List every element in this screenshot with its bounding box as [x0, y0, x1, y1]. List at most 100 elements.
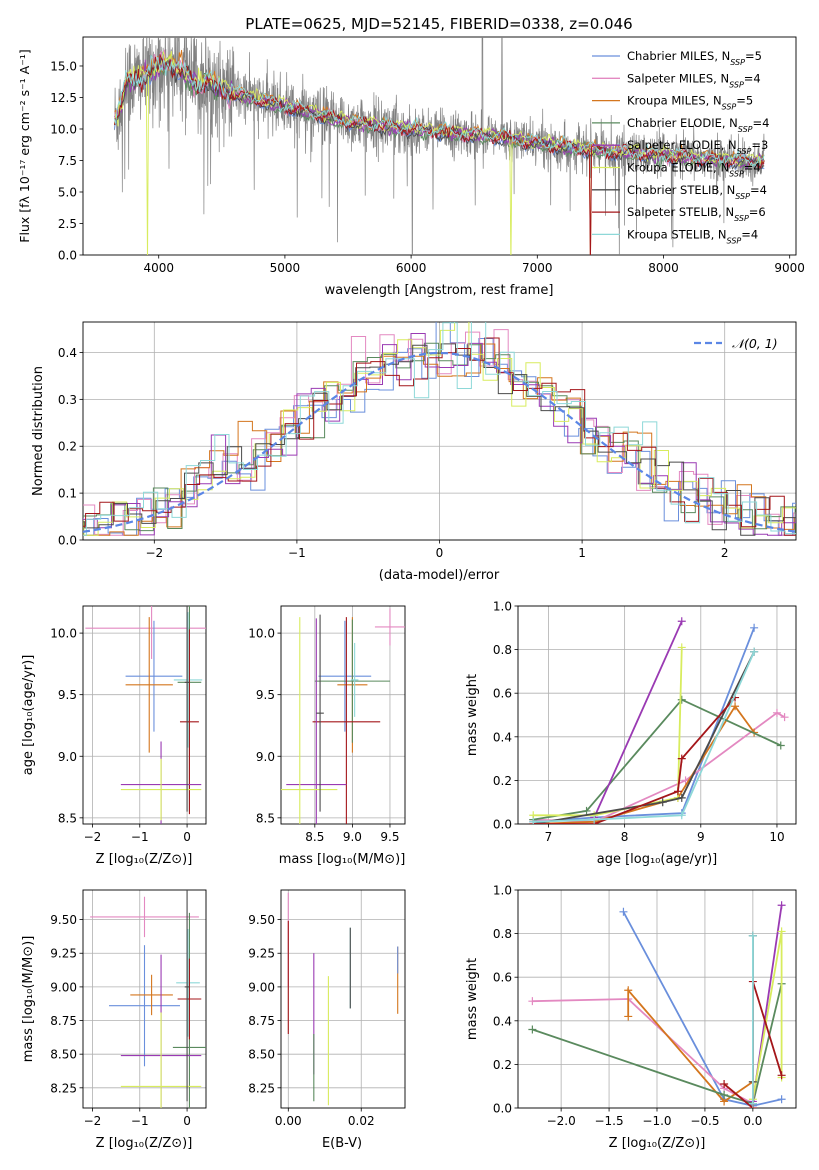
- y-tick-label: 8.50: [248, 1048, 275, 1062]
- data-point-marker: [624, 1012, 633, 1021]
- panel-clip: [287, 892, 399, 1106]
- hist-clip: [83, 322, 796, 536]
- x-tick-label: −1: [131, 1114, 149, 1128]
- data-point-marker: [748, 931, 757, 940]
- x-tick-label: 9: [697, 830, 705, 844]
- y-tick-label: 9.5: [58, 688, 77, 702]
- x-tick-label: 7000: [522, 261, 553, 275]
- y-tick-label: 8.50: [50, 1048, 77, 1062]
- data-point-marker: [528, 997, 537, 1006]
- legend-label: 𝒩(0, 1): [732, 336, 778, 351]
- spectrum-legend: Chabrier MILES, NSSP=5 Salpeter MILES, NS…: [592, 49, 769, 245]
- x-tick-label: 2: [721, 546, 729, 560]
- x-tick-label: 5000: [270, 261, 301, 275]
- axes-frame: [82, 321, 797, 541]
- y-tick-label: 12.5: [50, 91, 77, 105]
- age-mass-xlabel: mass [log₁₀(M/M⊙)]: [279, 852, 406, 867]
- mw-age-panel: 7 8 9 10 0.0 0.2 0.4 0.6 0.8 1.0: [493, 600, 797, 844]
- axes-frame: [82, 36, 797, 256]
- y-tick-label: 0.8: [493, 643, 512, 657]
- legend-label: Salpeter MILES, NSSP=4: [627, 71, 761, 89]
- x-tick-label: 0: [183, 830, 191, 844]
- legend-label: Kroupa ELODIE, NSSP=4: [627, 161, 761, 179]
- y-tick-label: 0.2: [493, 774, 512, 788]
- residual-plot: −2 −1 0 1 2 0.0 0.1 0.2 0.3 0.4 𝒩(0, 1): [58, 321, 797, 560]
- gaussian-curve: [83, 351, 796, 533]
- data-point-marker: [777, 1071, 786, 1080]
- data-point-marker: [772, 708, 781, 717]
- x-tick-label: 0.00: [275, 1114, 302, 1128]
- data-point-marker: [673, 787, 682, 796]
- axes-frame: [82, 605, 207, 825]
- x-tick-label: −1: [131, 830, 149, 844]
- data-point-marker: [677, 695, 686, 704]
- mw-z-ylabel: mass weight: [465, 958, 480, 1040]
- y-tick-label: 0.0: [58, 534, 77, 548]
- series-line: [533, 651, 755, 823]
- data-point-marker: [677, 793, 686, 802]
- data-point-marker: [677, 643, 686, 652]
- data-point-marker: [720, 1080, 729, 1089]
- x-tick-label: 9000: [774, 261, 805, 275]
- y-tick-label: 9.25: [248, 947, 275, 961]
- mw-z-panel: −2.0 −1.5 −1.0 −0.5 0.0 0.0 0.2 0.4 0.6 0.8 1.0: [493, 884, 797, 1128]
- y-tick-label: 9.50: [248, 913, 275, 927]
- histogram-step: [83, 329, 796, 536]
- x-tick-label: 7: [545, 830, 553, 844]
- data-point-marker: [590, 815, 599, 824]
- data-point-marker: [624, 986, 633, 995]
- spectrum-clip: [114, 37, 765, 255]
- series-line: [533, 651, 755, 824]
- y-tick-label: 0.8: [493, 927, 512, 941]
- model-series-line: [114, 54, 765, 168]
- data-point-marker: [748, 1099, 757, 1108]
- age-mass-panel: 8.5 9.0 9.5 8.5 9.0 9.5 10.0: [248, 605, 406, 844]
- mass-z-ylabel: mass [log₁₀(M/M⊙)]: [21, 936, 36, 1063]
- spectrum-ylabel: Flux [fλ 10⁻¹⁷ erg cm⁻² s⁻¹ A⁻¹]: [17, 49, 32, 242]
- y-tick-label: 9.0: [58, 750, 77, 764]
- x-tick-label: 4000: [143, 261, 174, 275]
- y-tick-label: 0.2: [493, 1058, 512, 1072]
- x-tick-label: 0.02: [348, 1114, 375, 1128]
- legend-label: Chabrier STELIB, NSSP=4: [627, 183, 767, 201]
- panel-clip: [90, 890, 206, 1108]
- series-line: [532, 983, 783, 1105]
- axes-frame: [280, 605, 406, 825]
- histogram-step: [83, 337, 796, 536]
- x-tick-label: 1: [578, 546, 586, 560]
- series-line: [533, 697, 736, 824]
- y-tick-label: 0.3: [58, 393, 77, 407]
- x-tick-label: −2: [84, 1114, 102, 1128]
- model-series-line: [114, 57, 765, 170]
- legend-label: Salpeter ELODIE, NSSP=3: [627, 138, 768, 156]
- panel-clip: [281, 608, 405, 824]
- data-point-marker: [658, 798, 667, 807]
- mw-age-ylabel: mass weight: [465, 674, 480, 756]
- series-line: [627, 987, 754, 1103]
- panel-clip: [85, 606, 206, 824]
- histogram-step: [83, 343, 796, 536]
- x-tick-label: −2: [145, 546, 163, 560]
- age-z-xlabel: Z [log₁₀(Z/Z⊙)]: [96, 852, 193, 867]
- data-point-marker: [528, 1025, 537, 1034]
- x-tick-label: 8: [621, 830, 629, 844]
- data-point-marker: [677, 811, 686, 820]
- spectrum-title: PLATE=0625, MJD=52145, FIBERID=0338, z=0…: [245, 15, 632, 33]
- data-point-marker: [582, 806, 591, 815]
- data-point-marker: [776, 741, 785, 750]
- mass-ebv-xlabel: E(B-V): [322, 1136, 362, 1151]
- y-tick-label: 8.5: [58, 811, 77, 825]
- x-tick-label: −1.5: [594, 1114, 623, 1128]
- x-tick-label: −1.0: [642, 1114, 671, 1128]
- data-point-marker: [731, 702, 740, 711]
- y-tick-label: 5.0: [58, 185, 77, 199]
- mass-z-panel: −2 −1 0 8.25 8.50 8.75 9.00 9.25 9.50: [50, 889, 207, 1128]
- age-z-ylabel: age [log₁₀(age/yr)]: [21, 655, 36, 776]
- x-tick-label: −2: [84, 830, 102, 844]
- spectrum-panel: PLATE=0625, MJD=52145, FIBERID=0338, z=0…: [17, 15, 805, 298]
- mw-z-xlabel: Z [log₁₀(Z/Z⊙)]: [609, 1136, 706, 1151]
- axes-frame: [517, 605, 797, 825]
- residual-xlabel: (data-model)/error: [379, 568, 500, 583]
- data-point-marker: [720, 1090, 729, 1099]
